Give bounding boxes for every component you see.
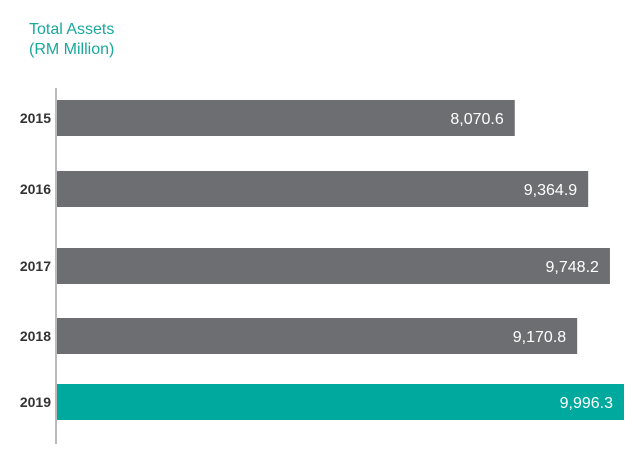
bar-2018 [57, 318, 578, 354]
chart-title-line-1: Total Assets [29, 21, 115, 38]
data-label-2018: 9,170.8 [513, 329, 566, 346]
data-label-2017: 9,748.2 [546, 259, 599, 276]
data-label-2015: 8,070.6 [450, 111, 503, 128]
data-label-2019: 9,996.3 [560, 395, 613, 412]
category-label-2016: 2016 [20, 181, 51, 197]
chart-title-line-2: (RM Million) [29, 41, 115, 58]
category-label-2017: 2017 [20, 258, 51, 274]
bar-2019 [57, 384, 624, 420]
bar-2015 [57, 100, 515, 136]
category-label-2019: 2019 [20, 394, 51, 410]
bar-2016 [57, 171, 589, 207]
category-label-2015: 2015 [20, 110, 51, 126]
category-label-2018: 2018 [20, 328, 51, 344]
data-label-2016: 9,364.9 [524, 182, 577, 199]
bars-layer: 2015 8,070.6 2016 9,364.9 2017 9,748.2 2018 9,1… [20, 100, 624, 420]
bar-2017 [57, 248, 610, 284]
chart-title: Total Assets (RM Million) [29, 20, 114, 60]
